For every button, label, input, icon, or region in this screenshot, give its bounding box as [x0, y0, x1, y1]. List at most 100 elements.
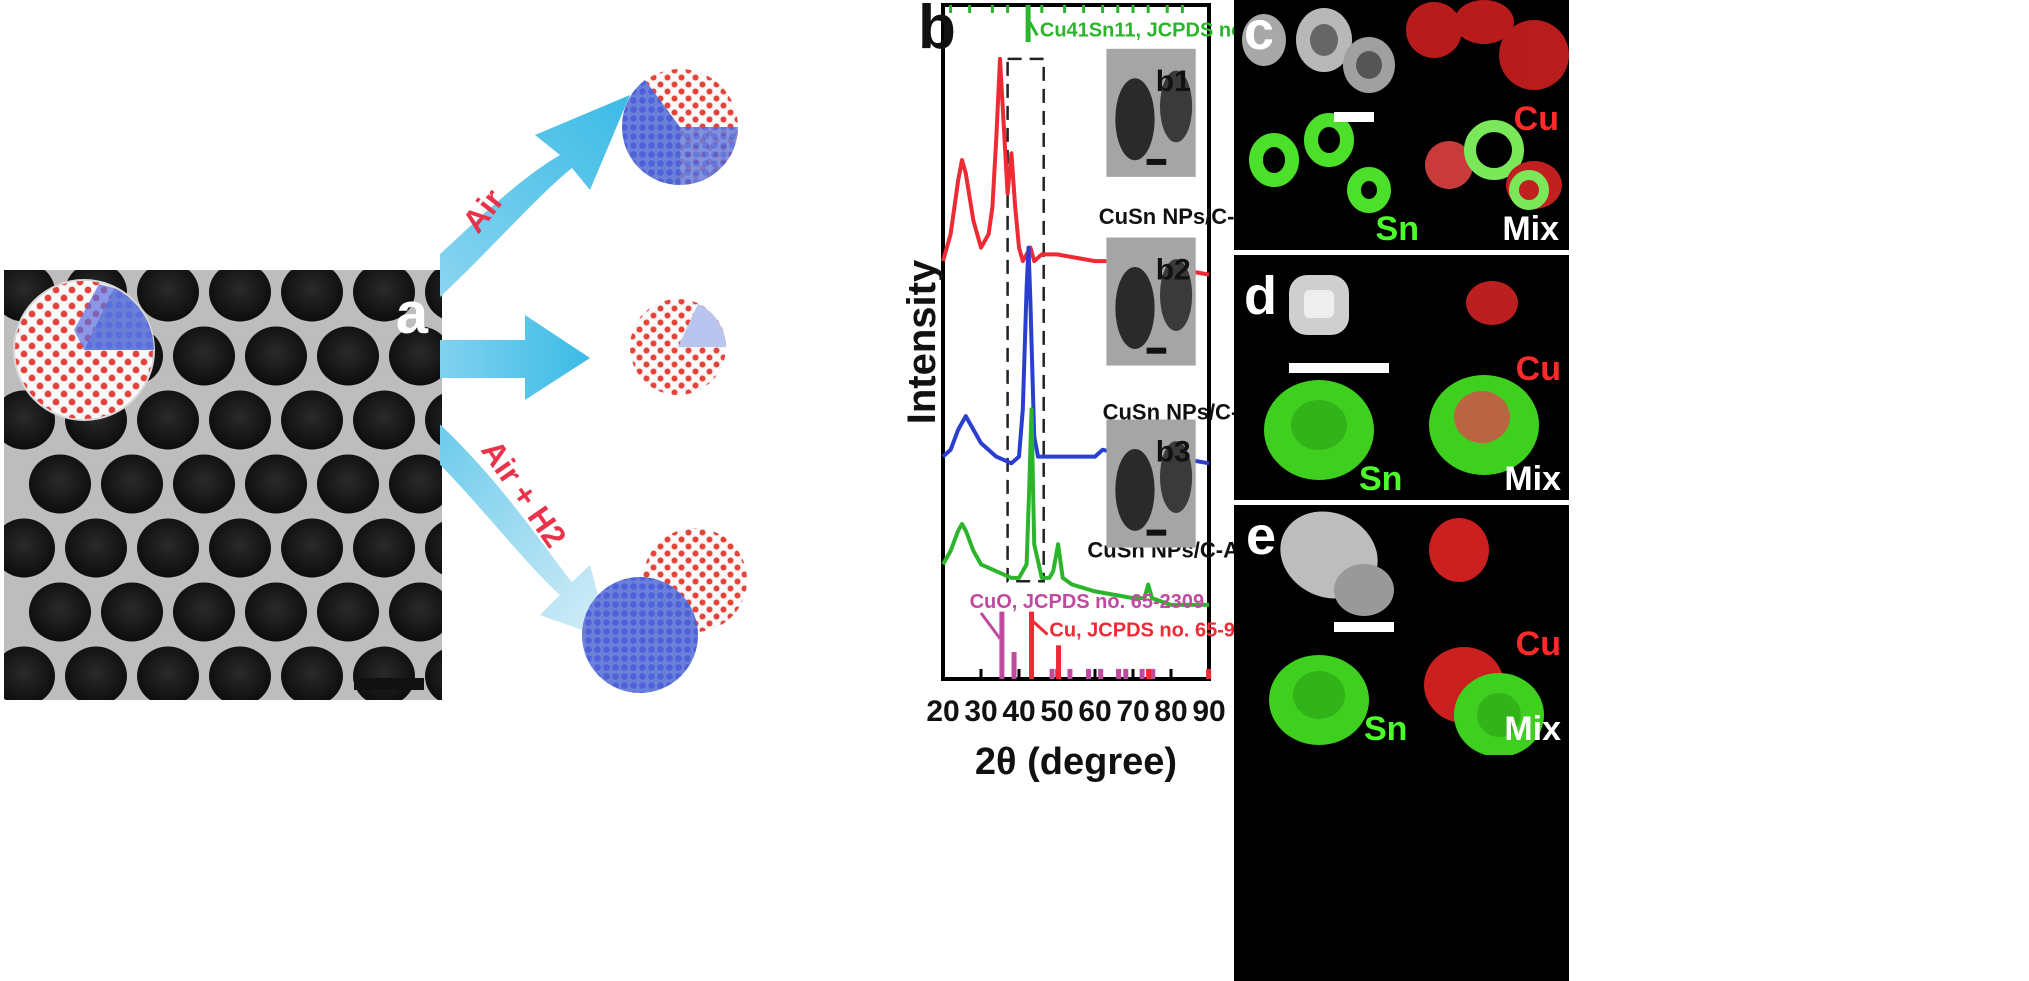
- arrow-label-h2: H2: [440, 343, 441, 379]
- element-label-mix-c: Mix: [1502, 210, 1559, 248]
- tem-particle: [425, 521, 442, 575]
- x-tick-label: 70: [1116, 695, 1149, 728]
- tem-particle: [389, 326, 442, 386]
- ref-arrow-cuo: [979, 612, 1002, 640]
- y-axis-label: Intensity: [900, 259, 944, 424]
- inset-b3-particle: [1159, 441, 1193, 513]
- tem-image-panel-a: a: [4, 270, 442, 700]
- x-tick-label: 30: [964, 695, 997, 728]
- scale-bar-c: [1334, 112, 1374, 122]
- treatment-arrows: Air H2 Air + H2: [440, 69, 747, 693]
- tem-particle: [101, 454, 163, 514]
- scale-bar-e: [1334, 622, 1394, 632]
- tem-particle: [209, 518, 271, 578]
- tem-particle: [173, 582, 235, 642]
- inset-b2-scale-bar: [1146, 347, 1167, 354]
- eds-map-e-images: [1269, 511, 1544, 755]
- tem-particle: [245, 582, 307, 642]
- element-label-sn-e: Sn: [1364, 710, 1408, 748]
- eds-map-panel-c: c Cu Sn Mix: [1234, 0, 1569, 250]
- tem-particle: [317, 454, 379, 514]
- tem-particle: [353, 270, 415, 322]
- element-label-mix-d: Mix: [1504, 460, 1561, 498]
- eds-map-d-images: [1264, 275, 1539, 480]
- tem-particle: [317, 326, 379, 386]
- x-tick-label: 20: [926, 695, 959, 728]
- tem-particle: [353, 518, 415, 578]
- inset-b1-scale-bar: [1146, 158, 1167, 165]
- x-tick-label: 90: [1192, 695, 1225, 728]
- inset-b3-particle: [1115, 448, 1155, 531]
- inset-b2-label: b2: [1156, 254, 1191, 287]
- core-shell-particle-model: [13, 279, 155, 421]
- tem-particle: [173, 454, 235, 514]
- inset-b3-label: b3: [1156, 436, 1191, 469]
- inset-b1-label: b1: [1156, 65, 1191, 98]
- tem-particle: [4, 646, 55, 700]
- eds-map-panel-e: e Cu Sn Mix: [1234, 505, 1569, 981]
- tem-particle: [137, 518, 199, 578]
- tem-particle: [65, 646, 127, 700]
- eds-map-panel-d: d Cu Sn Mix: [1234, 255, 1569, 500]
- series-line: [941, 407, 1209, 607]
- inset-b3-scale-bar: [1146, 529, 1167, 536]
- tem-particle: [137, 270, 199, 322]
- tem-particle: [65, 518, 127, 578]
- x-axis-label: 2θ (degree): [975, 741, 1177, 783]
- ref-arrow-cu41sn11: [1028, 21, 1039, 37]
- tem-particle: [137, 646, 199, 700]
- plot-frame: [941, 3, 1211, 681]
- tem-particle: [101, 582, 163, 642]
- panel-label-d: d: [1244, 266, 1277, 326]
- panel-label-b: b: [918, 0, 956, 62]
- element-label-cu-c: Cu: [1513, 100, 1559, 138]
- tem-nanoparticle-array: [4, 270, 442, 700]
- tem-particle: [137, 390, 199, 450]
- eds-map-c-images: [1242, 0, 1569, 213]
- tem-particle: [425, 393, 442, 447]
- scale-bar-d: [1289, 363, 1389, 373]
- x-tick-label: 50: [1040, 695, 1073, 728]
- tem-particle: [425, 270, 442, 319]
- tem-particle: [209, 390, 271, 450]
- tem-particle: [29, 454, 91, 514]
- particle-model-air-h2: [582, 528, 747, 693]
- element-label-sn-c: Sn: [1375, 210, 1419, 248]
- element-label-cu-e: Cu: [1515, 625, 1561, 663]
- particle-model-air: [621, 69, 738, 185]
- inset-b1-particle: [1159, 70, 1193, 143]
- series-line: [941, 56, 1210, 277]
- x-tick-label: 80: [1154, 695, 1187, 728]
- tem-particle: [245, 454, 307, 514]
- tem-particle: [281, 518, 343, 578]
- ref-label-cu: Cu, JCPDS no. 65-9026: [1049, 620, 1268, 642]
- panel-label-a: a: [395, 281, 428, 346]
- tem-particle: [4, 518, 55, 578]
- element-label-mix-e: Mix: [1504, 710, 1561, 748]
- scale-bar: [354, 678, 424, 690]
- inset-b1-particle: [1115, 78, 1155, 161]
- tem-particle: [29, 582, 91, 642]
- tem-particle: [389, 454, 442, 514]
- tem-particle: [281, 646, 343, 700]
- tem-particle: [317, 582, 379, 642]
- x-tick-label: 60: [1078, 695, 1111, 728]
- tem-particle: [209, 270, 271, 322]
- highlight-dashed-box: [1006, 57, 1045, 583]
- sample-label-a: CuSn NPs/C-A: [1099, 204, 1251, 229]
- element-label-sn-d: Sn: [1359, 460, 1403, 498]
- tem-particle: [281, 390, 343, 450]
- inset-b2-particle: [1115, 266, 1155, 349]
- panel-label-e: e: [1246, 506, 1277, 566]
- particle-model-h2: [630, 299, 726, 395]
- tem-particle: [425, 649, 442, 700]
- tem-particle: [353, 390, 415, 450]
- ref-arrow-cu: [1032, 620, 1049, 636]
- ref-label-cuo: CuO, JCPDS no. 65-2309: [970, 591, 1205, 613]
- tem-particle: [245, 326, 307, 386]
- element-label-cu-d: Cu: [1515, 350, 1561, 388]
- x-tick-label: 40: [1002, 695, 1035, 728]
- tem-particle: [209, 646, 271, 700]
- tem-particle: [389, 582, 442, 642]
- tem-particle: [173, 326, 235, 386]
